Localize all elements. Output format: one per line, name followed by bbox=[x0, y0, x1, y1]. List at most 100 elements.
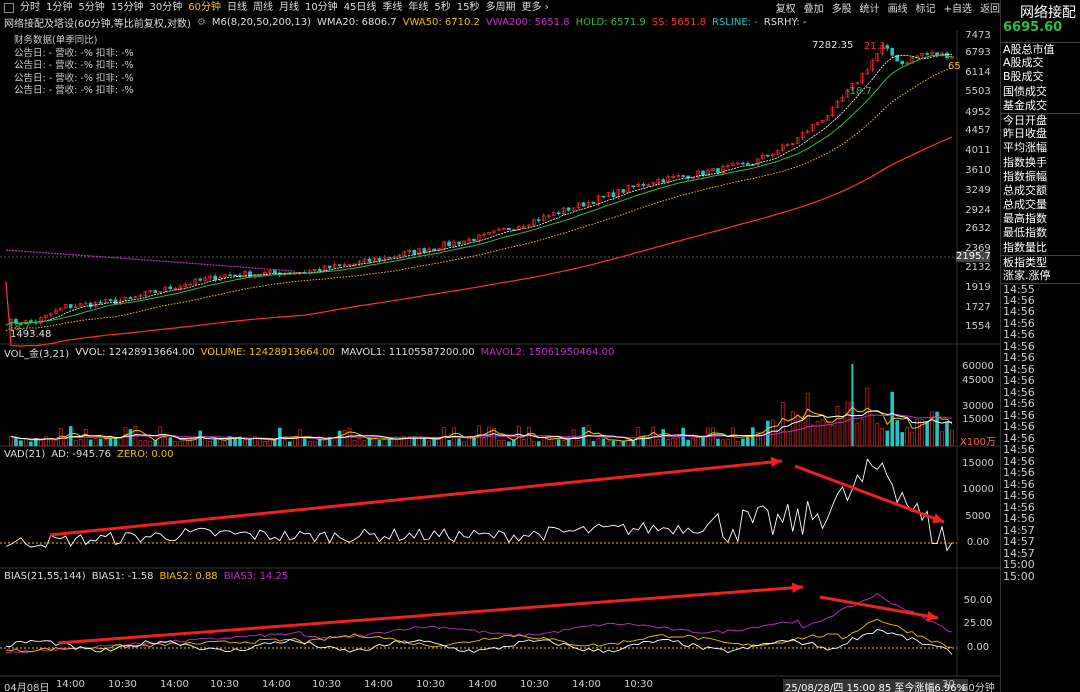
sidebar-item[interactable]: 国债成交 bbox=[1003, 84, 1047, 98]
x-axis-label: 14:00 bbox=[56, 679, 85, 690]
time-cell: 14:56 bbox=[1003, 454, 1035, 468]
period-tab[interactable]: 季线 bbox=[382, 2, 403, 13]
period-tab[interactable]: 5分钟 bbox=[78, 2, 105, 13]
time-cell: 14:56 bbox=[1003, 339, 1035, 353]
sidebar-item[interactable]: 总成交量 bbox=[1003, 198, 1047, 212]
candle-body bbox=[576, 202, 581, 209]
sidebar-item[interactable]: 最高指数 bbox=[1003, 212, 1047, 226]
tool-button[interactable]: 画线 bbox=[887, 4, 908, 15]
sidebar-item[interactable]: 昨日收盘 bbox=[1003, 127, 1047, 141]
vol-unit: X100万 bbox=[960, 437, 996, 448]
volume-bar bbox=[855, 422, 860, 447]
period-tab[interactable]: 45日线 bbox=[343, 2, 377, 13]
candle-body bbox=[920, 53, 924, 57]
candle-body bbox=[885, 45, 890, 49]
period-tab[interactable]: 分时 bbox=[20, 2, 40, 13]
sidebar-item[interactable]: 涨家.涨停 bbox=[1003, 269, 1051, 282]
time-cell: 14:56 bbox=[1003, 316, 1035, 330]
candle-body bbox=[103, 299, 108, 304]
volume-bar bbox=[283, 438, 287, 447]
period-tab[interactable]: 15分钟 bbox=[110, 2, 144, 13]
tool-button[interactable]: +自选 bbox=[943, 4, 972, 15]
period-label: 60分钟 bbox=[962, 683, 995, 692]
sidebar-item[interactable]: 指数振幅 bbox=[1003, 169, 1047, 183]
sidebar-item[interactable]: 总成交额 bbox=[1003, 183, 1047, 197]
volume-bar bbox=[591, 441, 596, 447]
candle-body bbox=[377, 258, 382, 261]
sidebar-item[interactable]: 指数换手 bbox=[1003, 155, 1047, 169]
sidebar-item[interactable]: 最低指数 bbox=[1003, 226, 1047, 240]
trend-arrow-up-head bbox=[770, 456, 782, 468]
tool-button[interactable]: 多股 bbox=[831, 4, 852, 15]
volume-bar bbox=[327, 437, 332, 447]
volume-bar bbox=[701, 437, 705, 447]
time-cell: 14:56 bbox=[1003, 443, 1035, 457]
period-tab[interactable]: 10分钟 bbox=[304, 2, 338, 13]
rsline-label: RSLINE: - bbox=[712, 16, 758, 28]
checkbox-icon[interactable] bbox=[4, 2, 14, 13]
tool-button[interactable]: 复权 bbox=[775, 4, 796, 15]
period-tab[interactable]: 周线 bbox=[252, 2, 273, 13]
period-tab[interactable]: 1分钟 bbox=[46, 2, 73, 13]
candle-body bbox=[870, 60, 875, 71]
volume-bar bbox=[482, 437, 486, 447]
y-axis-label: 50.00 bbox=[963, 595, 993, 606]
period-tab[interactable]: 30分钟 bbox=[149, 2, 183, 13]
tool-button[interactable]: 统计 bbox=[859, 4, 880, 15]
volume-bar bbox=[397, 439, 402, 447]
volume-bar bbox=[143, 440, 148, 447]
period-tab[interactable]: 日线 bbox=[226, 2, 247, 13]
volume-bar bbox=[531, 440, 536, 447]
settings-icon[interactable]: ⚙ bbox=[196, 16, 206, 28]
candle-body bbox=[830, 107, 835, 117]
sidebar-item[interactable]: 指数量比 bbox=[1003, 240, 1047, 254]
period-tab[interactable]: 60分钟 bbox=[188, 2, 221, 13]
sidebar-item[interactable]: 板指类型 bbox=[1001, 254, 1080, 269]
period-tab[interactable]: 月线 bbox=[278, 2, 299, 13]
volume-bar bbox=[198, 430, 202, 447]
volume-bar bbox=[427, 440, 432, 447]
period-tab[interactable]: 多周期 bbox=[485, 2, 516, 13]
x-axis-label: 10:30 bbox=[312, 679, 341, 690]
candle-body bbox=[930, 52, 934, 55]
candle-body bbox=[248, 271, 252, 278]
y-axis-label: 3610 bbox=[965, 165, 991, 176]
sidebar-item[interactable]: 今日开盘 bbox=[1001, 112, 1080, 127]
volume-bar bbox=[875, 422, 880, 447]
period-tab[interactable]: 15秒 bbox=[456, 2, 480, 13]
candle-body bbox=[133, 296, 138, 298]
candle-body bbox=[626, 185, 631, 193]
candle-body bbox=[402, 251, 407, 256]
candle-body bbox=[158, 291, 163, 293]
volume-bar bbox=[44, 436, 48, 447]
y-axis-label: 1919 bbox=[965, 282, 991, 293]
period-tab[interactable]: 年线 bbox=[408, 2, 429, 13]
tool-button[interactable]: 叠加 bbox=[803, 4, 824, 15]
sidebar-item[interactable]: A股成交 bbox=[1003, 56, 1044, 70]
time-cell: 14:56 bbox=[1003, 374, 1035, 388]
tool-button[interactable]: 标记 bbox=[915, 4, 936, 15]
candle-body bbox=[825, 115, 830, 121]
sidebar-item[interactable]: A股总市值 bbox=[1001, 42, 1080, 56]
tool-button[interactable]: 返回 bbox=[980, 4, 1000, 15]
sidebar-item[interactable]: 基金成交 bbox=[1003, 98, 1047, 112]
time-cell: 14:56 bbox=[1003, 500, 1035, 514]
period-tab[interactable]: 更多 › bbox=[521, 2, 549, 13]
zero-label: ZERO: 0.00 bbox=[116, 449, 174, 460]
volume-bar bbox=[29, 441, 33, 447]
volume-bar bbox=[711, 427, 715, 447]
bias-arrow-up-head bbox=[791, 582, 803, 594]
candle-body bbox=[63, 304, 68, 309]
volume-bar bbox=[312, 441, 317, 447]
candle-body bbox=[78, 303, 83, 307]
volume-bar bbox=[507, 441, 511, 447]
sidebar-item[interactable]: B股成交 bbox=[1003, 70, 1044, 84]
candle-body bbox=[352, 263, 357, 266]
time-cell: 14:56 bbox=[1003, 293, 1035, 307]
volume-bar bbox=[736, 441, 740, 447]
period-tab[interactable]: 5秒 bbox=[434, 2, 451, 13]
volume-bar bbox=[810, 424, 815, 447]
sidebar-item[interactable]: 平均涨幅 bbox=[1003, 141, 1047, 155]
candle-body bbox=[820, 119, 825, 123]
